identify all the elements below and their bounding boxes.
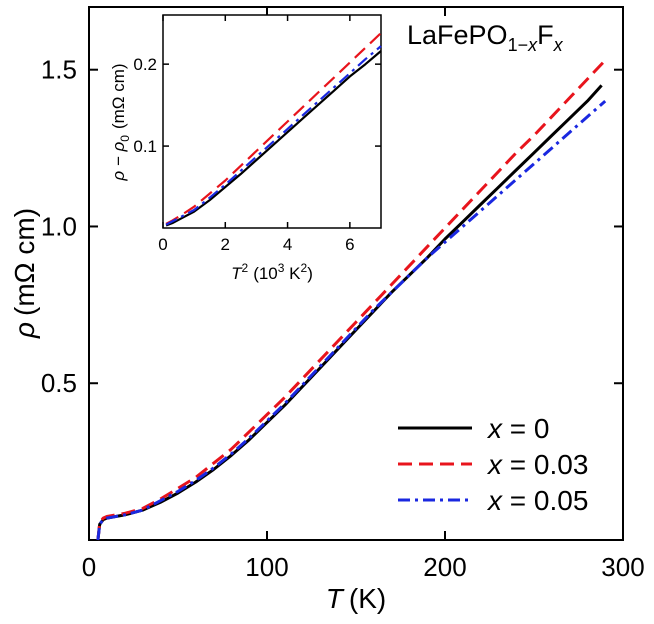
- y-tick-label: 1.0: [41, 211, 77, 241]
- series-line-2: [96, 99, 607, 541]
- x-tick-label: 300: [601, 552, 644, 582]
- main-plot-frame: [88, 6, 624, 541]
- main-y-axis-title: ρ(mΩ cm): [9, 208, 40, 339]
- y-tick-label: 0.5: [41, 368, 77, 398]
- series-line-0: [165, 50, 382, 227]
- x-tick-label: 4: [283, 235, 292, 254]
- x-tick-label: 200: [423, 552, 466, 582]
- main-series: [96, 59, 607, 541]
- series-line-2: [165, 45, 382, 226]
- y-tick-label: 0.1: [133, 137, 157, 156]
- compound-title: LaFePO1−xFx: [407, 20, 564, 55]
- x-tick-label: 6: [345, 235, 354, 254]
- main-ticks: 0 100 200 300 0.5 1.0 1.5: [41, 7, 645, 582]
- x-tick-label: 0: [82, 552, 96, 582]
- inset-x-axis-title: T2 (103 K2): [231, 261, 313, 283]
- main-x-axis-title: T (K): [326, 583, 386, 614]
- inset-background: [163, 15, 381, 228]
- legend-label: x = 0: [486, 413, 549, 444]
- inset-plot-frame: [162, 14, 382, 229]
- x-tick-label: 0: [158, 235, 167, 254]
- series-line-1: [96, 59, 607, 541]
- y-tick-label: 1.5: [41, 55, 77, 85]
- inset-ticks: 0 2 4 6 0.1 0.2: [133, 15, 381, 254]
- legend-label: x = 0.03: [486, 449, 588, 480]
- inset-series: [165, 32, 382, 227]
- y-tick-label: 0.2: [133, 55, 157, 74]
- x-tick-label: 2: [221, 235, 230, 254]
- series-line-1: [165, 32, 382, 225]
- legend: x = 0 x = 0.03 x = 0.05: [398, 413, 588, 516]
- inset-y-axis-title: ρ − ρ0(mΩ cm): [109, 63, 132, 181]
- x-tick-label: 100: [245, 552, 288, 582]
- legend-label: x = 0.05: [486, 485, 588, 516]
